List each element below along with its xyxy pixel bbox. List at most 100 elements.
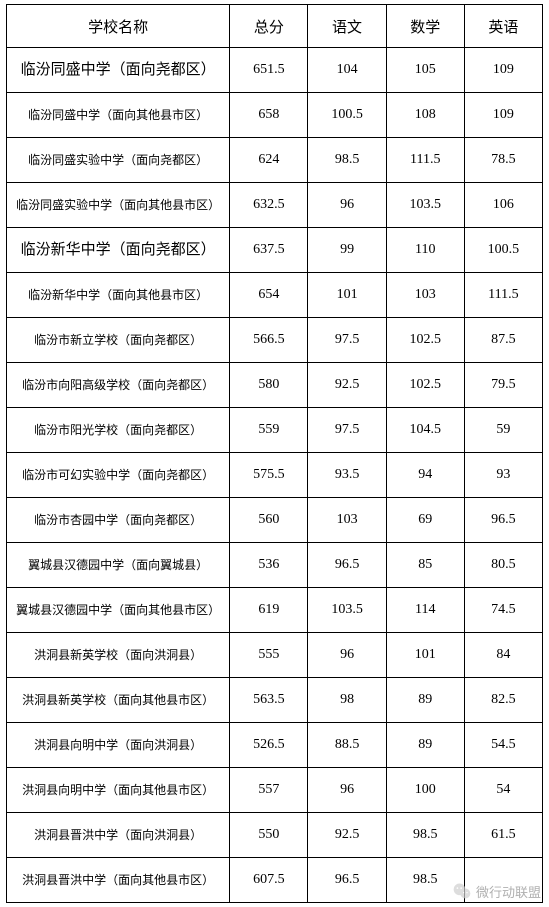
cell-yuwen: 101 — [308, 273, 386, 318]
cell-yuwen: 88.5 — [308, 723, 386, 768]
cell-school-name: 临汾同盛中学（面向其他县市区） — [7, 93, 230, 138]
school-name-suffix: （面向其他县市区） — [106, 783, 214, 797]
cell-yuwen: 98.5 — [308, 138, 386, 183]
school-name-suffix: （面向尧都区） — [118, 333, 202, 347]
cell-shuxue: 105 — [386, 48, 464, 93]
school-name-suffix: （面向洪洞县） — [118, 828, 202, 842]
table-row: 临汾同盛实验中学（面向尧都区）62498.5111.578.5 — [7, 138, 543, 183]
cell-yuwen: 96 — [308, 768, 386, 813]
cell-shuxue: 98.5 — [386, 813, 464, 858]
table-row: 临汾市向阳高级学校（面向尧都区）58092.5102.579.5 — [7, 363, 543, 408]
cell-total: 658 — [230, 93, 308, 138]
cell-total: 654 — [230, 273, 308, 318]
school-name-main: 临汾市阳光学校 — [34, 423, 118, 437]
cell-total: 557 — [230, 768, 308, 813]
cell-yingyu: 106 — [464, 183, 542, 228]
table-row: 翼城县汉德园中学（面向其他县市区）619103.511474.5 — [7, 588, 543, 633]
cell-yuwen: 98 — [308, 678, 386, 723]
col-header-yuwen: 语文 — [308, 5, 386, 48]
cell-school-name: 临汾新华中学（面向其他县市区） — [7, 273, 230, 318]
cell-school-name: 临汾同盛实验中学（面向尧都区） — [7, 138, 230, 183]
school-name-suffix: （面向尧都区） — [118, 423, 202, 437]
table-row: 洪洞县晋洪中学（面向其他县市区）607.596.598.5 — [7, 858, 543, 903]
school-name-main: 临汾市向阳高级学校 — [22, 378, 130, 392]
cell-yuwen: 96.5 — [308, 543, 386, 588]
cell-shuxue: 108 — [386, 93, 464, 138]
score-table-container: 学校名称 总分 语文 数学 英语 临汾同盛中学（面向尧都区）651.510410… — [0, 0, 549, 907]
school-name-main: 临汾同盛中学 — [21, 62, 111, 78]
cell-total: 580 — [230, 363, 308, 408]
cell-yingyu: 59 — [464, 408, 542, 453]
cell-yingyu: 111.5 — [464, 273, 542, 318]
cell-yingyu: 80.5 — [464, 543, 542, 588]
table-row: 洪洞县向明中学（面向其他县市区）5579610054 — [7, 768, 543, 813]
cell-yuwen: 100.5 — [308, 93, 386, 138]
cell-yuwen: 99 — [308, 228, 386, 273]
cell-total: 624 — [230, 138, 308, 183]
school-name-suffix: （面向洪洞县） — [118, 738, 202, 752]
table-row: 临汾市杏园中学（面向尧都区）5601036996.5 — [7, 498, 543, 543]
school-name-suffix: （面向其他县市区） — [112, 198, 220, 212]
school-name-main: 翼城县汉德园中学 — [28, 558, 124, 572]
school-name-suffix: （面向尧都区） — [124, 153, 208, 167]
school-name-suffix: （面向尧都区） — [111, 62, 216, 78]
school-name-main: 临汾市可幻实验中学 — [22, 468, 130, 482]
cell-total: 607.5 — [230, 858, 308, 903]
cell-shuxue: 89 — [386, 678, 464, 723]
school-name-main: 临汾同盛中学 — [28, 108, 100, 122]
school-name-suffix: （面向其他县市区） — [106, 873, 214, 887]
school-name-suffix: （面向其他县市区） — [112, 603, 220, 617]
cell-yuwen: 96 — [308, 183, 386, 228]
score-table: 学校名称 总分 语文 数学 英语 临汾同盛中学（面向尧都区）651.510410… — [6, 4, 543, 903]
cell-school-name: 临汾同盛实验中学（面向其他县市区） — [7, 183, 230, 228]
school-name-main: 翼城县汉德园中学 — [16, 603, 112, 617]
school-name-suffix: （面向翼城县） — [124, 558, 208, 572]
cell-yuwen: 96 — [308, 633, 386, 678]
school-name-suffix: （面向其他县市区） — [100, 108, 208, 122]
school-name-main: 临汾市新立学校 — [34, 333, 118, 347]
col-header-school: 学校名称 — [7, 5, 230, 48]
cell-total: 619 — [230, 588, 308, 633]
school-name-suffix: （面向尧都区） — [111, 242, 216, 258]
cell-school-name: 洪洞县新英学校（面向洪洞县） — [7, 633, 230, 678]
cell-yingyu: 54 — [464, 768, 542, 813]
cell-school-name: 临汾市可幻实验中学（面向尧都区） — [7, 453, 230, 498]
cell-total: 536 — [230, 543, 308, 588]
school-name-suffix: （面向其他县市区） — [100, 288, 208, 302]
cell-shuxue: 102.5 — [386, 318, 464, 363]
cell-school-name: 临汾市杏园中学（面向尧都区） — [7, 498, 230, 543]
school-name-suffix: （面向尧都区） — [130, 468, 214, 482]
table-row: 临汾市阳光学校（面向尧都区）55997.5104.559 — [7, 408, 543, 453]
school-name-suffix: （面向尧都区） — [130, 378, 214, 392]
cell-school-name: 翼城县汉德园中学（面向其他县市区） — [7, 588, 230, 633]
table-row: 临汾新华中学（面向尧都区）637.599110100.5 — [7, 228, 543, 273]
cell-yingyu: 109 — [464, 93, 542, 138]
col-header-yingyu: 英语 — [464, 5, 542, 48]
table-row: 洪洞县向明中学（面向洪洞县）526.588.58954.5 — [7, 723, 543, 768]
cell-school-name: 洪洞县向明中学（面向洪洞县） — [7, 723, 230, 768]
table-row: 洪洞县晋洪中学（面向洪洞县）55092.598.561.5 — [7, 813, 543, 858]
cell-yingyu: 109 — [464, 48, 542, 93]
school-name-suffix: （面向其他县市区） — [106, 693, 214, 707]
cell-shuxue: 89 — [386, 723, 464, 768]
cell-total: 651.5 — [230, 48, 308, 93]
school-name-main: 临汾同盛实验中学 — [28, 153, 124, 167]
cell-yingyu: 82.5 — [464, 678, 542, 723]
cell-school-name: 临汾新华中学（面向尧都区） — [7, 228, 230, 273]
school-name-main: 临汾同盛实验中学 — [16, 198, 112, 212]
cell-yingyu: 74.5 — [464, 588, 542, 633]
cell-shuxue: 103 — [386, 273, 464, 318]
cell-school-name: 临汾市向阳高级学校（面向尧都区） — [7, 363, 230, 408]
cell-total: 637.5 — [230, 228, 308, 273]
cell-school-name: 临汾市新立学校（面向尧都区） — [7, 318, 230, 363]
cell-total: 550 — [230, 813, 308, 858]
cell-yuwen: 96.5 — [308, 858, 386, 903]
table-row: 洪洞县新英学校（面向洪洞县）5559610184 — [7, 633, 543, 678]
table-row: 临汾市可幻实验中学（面向尧都区）575.593.59493 — [7, 453, 543, 498]
cell-school-name: 翼城县汉德园中学（面向翼城县） — [7, 543, 230, 588]
cell-total: 575.5 — [230, 453, 308, 498]
cell-yuwen: 103 — [308, 498, 386, 543]
school-name-main: 洪洞县新英学校 — [22, 693, 106, 707]
cell-yingyu — [464, 858, 542, 903]
cell-total: 559 — [230, 408, 308, 453]
